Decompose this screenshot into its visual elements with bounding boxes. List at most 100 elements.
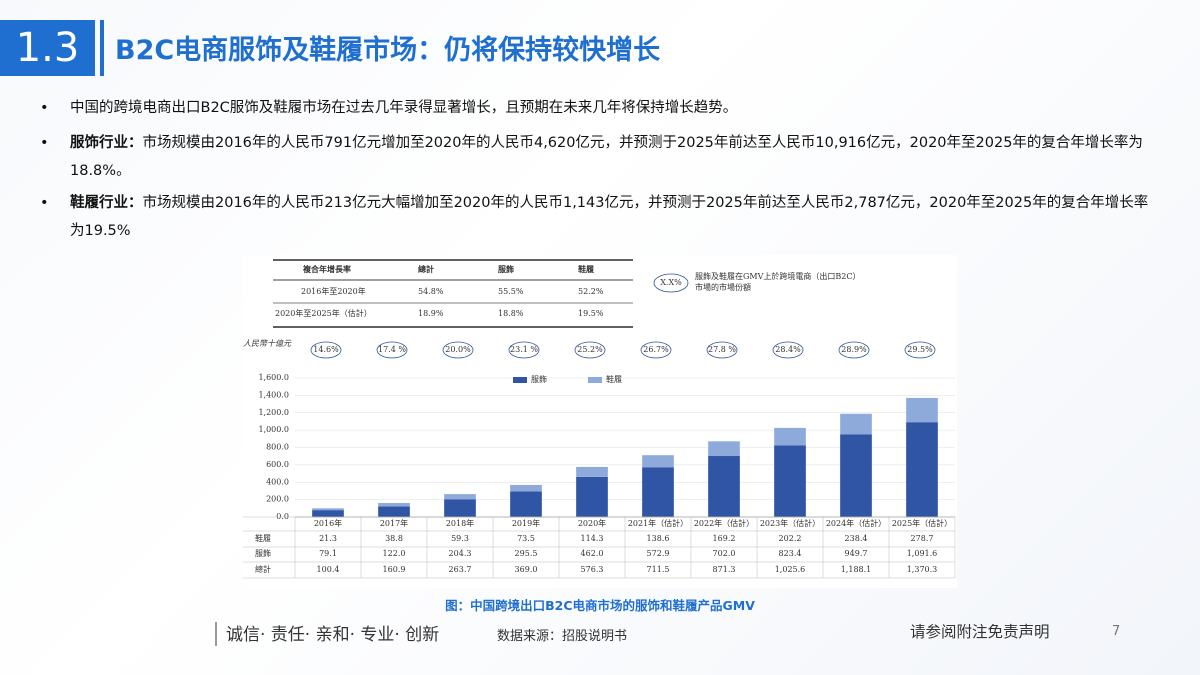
row-label: 鞋履 <box>255 533 271 543</box>
table-value: 114.3 <box>581 534 604 543</box>
table-cell: 19.5% <box>578 309 604 318</box>
bar-segment <box>840 413 872 435</box>
table-value: 204.3 <box>449 549 472 558</box>
table-value: 202.2 <box>779 534 802 543</box>
table-value: 263.7 <box>449 565 472 574</box>
bar-segment <box>774 445 806 517</box>
table-value: 278.7 <box>911 534 934 543</box>
motto: 诚信· 责任· 亲和· 专业· 创新 <box>226 625 440 645</box>
row-label: 服飾 <box>255 548 271 558</box>
bullet: • 中国的跨境电商出口B2C服饰及鞋履市场在过去几年录得显著增长，且预期在未来几年… <box>40 100 738 116</box>
table-value: 1,091.6 <box>907 549 938 558</box>
share-ellipse <box>640 341 672 359</box>
table-value: 38.8 <box>385 534 403 543</box>
table-value: 21.3 <box>319 534 337 543</box>
share-label: 29.5% <box>907 345 933 354</box>
table-value: 1,188.1 <box>841 565 872 574</box>
section-number: 1.3 <box>0 20 95 76</box>
table-value: 871.3 <box>713 565 736 574</box>
bar-segment <box>840 434 872 517</box>
table-value: 823.4 <box>779 549 802 558</box>
y-tick-label: 1,200.0 <box>258 408 289 417</box>
table-value: 160.9 <box>383 565 406 574</box>
bullet: • 服饰行业：市场规模由2016年的人民币791亿元增加至2020年的人民币4,6… <box>40 135 1143 179</box>
table-cell: 2020年至2025年（估計） <box>275 308 372 318</box>
x-tick-label: 2025年（估計） <box>892 518 952 528</box>
bar-segment <box>906 397 938 423</box>
bar-segment <box>378 503 410 507</box>
bar-segment <box>708 441 740 457</box>
y-tick-label: 1,000.0 <box>258 425 289 434</box>
table-header: 服飾 <box>498 264 514 274</box>
table-value: 100.4 <box>317 565 340 574</box>
table-value: 138.6 <box>647 534 670 543</box>
bar-segment <box>510 491 542 517</box>
bar-segment <box>312 510 344 517</box>
bar-segment <box>576 476 608 517</box>
bar-segment <box>642 467 674 517</box>
share-ellipse <box>904 341 936 359</box>
table-value: 369.0 <box>515 565 538 574</box>
share-label: 23.1 % <box>510 345 538 354</box>
share-label: 28.9% <box>841 345 867 354</box>
source: 数据来源：招股说明书 <box>497 629 628 644</box>
share-symbol-label: X.X% <box>660 278 682 287</box>
table-header: 總計 <box>418 264 434 274</box>
table-cell: 54.8% <box>418 287 444 296</box>
bar-segment <box>312 508 344 511</box>
y-tick-label: 600.0 <box>266 460 289 469</box>
y-tick-label: 0.0 <box>276 512 289 521</box>
share-label: 28.4% <box>775 345 801 354</box>
caption: 图：中国跨境出口B2C电商市场的服饰和鞋履产品GMV <box>445 598 755 613</box>
share-ellipse <box>376 341 408 359</box>
bar-segment <box>510 484 542 492</box>
share-label: 14.6% <box>313 345 339 354</box>
y-tick-label: 200.0 <box>266 495 289 504</box>
table-value: 238.4 <box>845 534 868 543</box>
table-value: 122.0 <box>383 549 406 558</box>
y-tick-label: 800.0 <box>266 443 289 452</box>
bullet-text: 市场规模由2016年的人民币791亿元增加至2020年的人民币4,620亿元，并… <box>70 135 1143 179</box>
table-value: 702.0 <box>713 549 736 558</box>
table-value: 169.2 <box>713 534 736 543</box>
share-note: 服飾及鞋履在GMV上於跨境電商（出口B2C）市場的市場份額 <box>695 271 860 292</box>
row-label: 總計 <box>255 564 271 574</box>
table-value: 949.7 <box>845 549 868 558</box>
legend-swatch <box>513 377 527 383</box>
bar-segment <box>642 455 674 468</box>
share-symbol <box>653 273 689 293</box>
x-tick-label: 2024年（估計） <box>826 518 886 528</box>
table-value: 1,370.3 <box>907 565 938 574</box>
y-tick-label: 1,400.0 <box>258 390 289 399</box>
table-value: 295.5 <box>515 549 538 558</box>
share-label: 20.0% <box>445 345 471 354</box>
x-tick-label: 2022年（估計） <box>694 518 754 528</box>
bar-segment <box>774 427 806 446</box>
x-tick-label: 2019年 <box>512 518 540 528</box>
share-ellipse <box>772 341 804 359</box>
bullet-label: 服饰行业： <box>70 135 143 151</box>
table-cell: 18.8% <box>498 309 524 318</box>
table-cell: 2016年至2020年 <box>301 286 366 296</box>
table-value: 711.5 <box>647 565 670 574</box>
table-value: 79.1 <box>319 549 337 558</box>
table-header: 複合年增長率 <box>302 264 351 274</box>
x-tick-label: 2017年 <box>380 518 408 528</box>
bar-segment <box>576 466 608 477</box>
footer-divider <box>215 622 217 646</box>
share-ellipse <box>706 341 738 359</box>
bar-segment <box>708 456 740 517</box>
table-value: 572.9 <box>647 549 670 558</box>
share-ellipse <box>838 341 870 359</box>
divider <box>100 20 104 76</box>
page-number: 7 <box>1112 624 1121 639</box>
bullet-text: 市场规模由2016年的人民币213亿元大幅增加至2020年的人民币1,143亿元… <box>70 195 1149 239</box>
table-cell: 55.5% <box>498 287 524 296</box>
share-ellipse <box>442 341 474 359</box>
bar-segment <box>378 506 410 517</box>
table-header: 鞋履 <box>578 264 594 274</box>
y-tick-label: 1,600.0 <box>258 373 289 382</box>
share-label: 25.2% <box>577 345 603 354</box>
